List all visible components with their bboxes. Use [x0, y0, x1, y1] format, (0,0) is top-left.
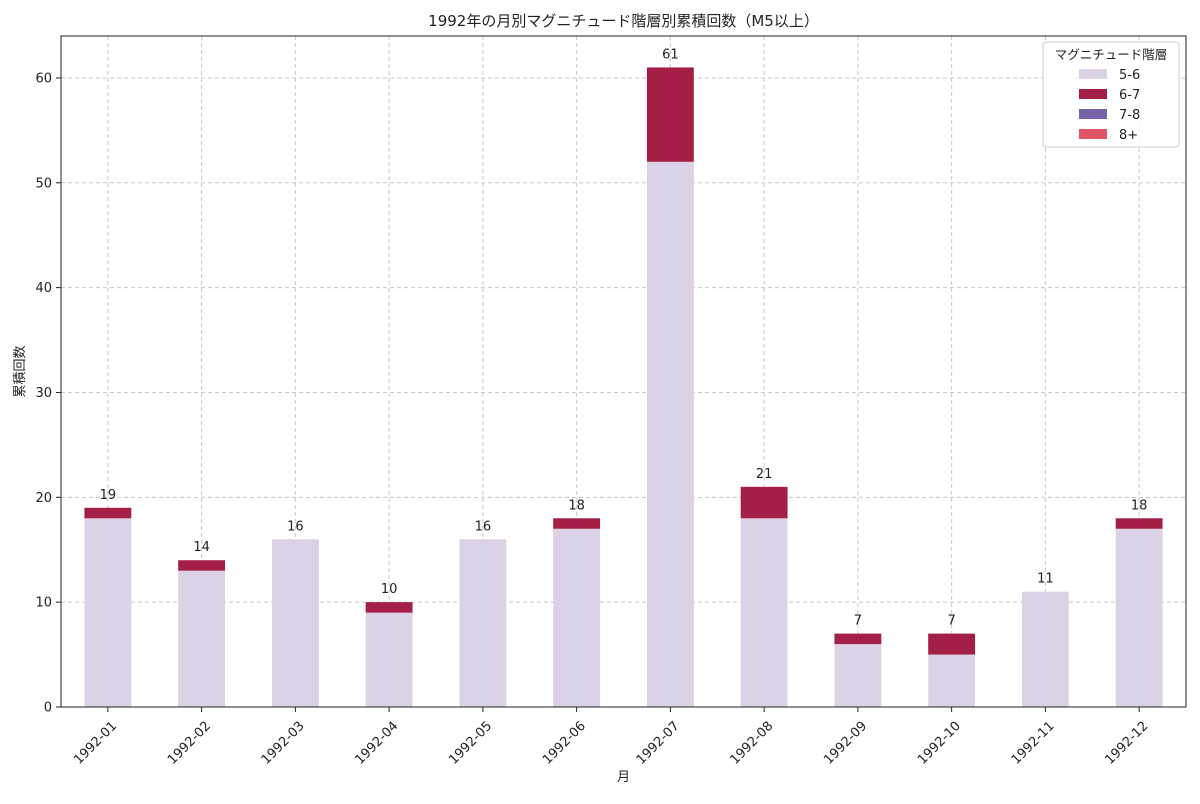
x-tick-label: 1992-08 — [727, 719, 776, 768]
bar-segment-6-7 — [740, 486, 788, 519]
legend-swatch-7-8 — [1079, 109, 1107, 119]
bar-total-label: 21 — [756, 467, 773, 482]
bar-total-label: 7 — [854, 614, 862, 629]
legend-title: マグニチュード階層 — [1055, 47, 1168, 62]
y-tick-label: 50 — [35, 176, 52, 191]
bar-segment-5-6 — [1021, 591, 1069, 707]
bar-segment-5-6 — [459, 539, 507, 707]
y-tick-label: 60 — [35, 71, 52, 86]
x-tick-label: 1992-12 — [1102, 719, 1151, 768]
bar-segment-5-6 — [1115, 528, 1163, 707]
legend-label-8+: 8+ — [1119, 128, 1138, 143]
bar-segment-5-6 — [834, 644, 882, 707]
legend-label-5-6: 5-6 — [1119, 68, 1140, 83]
legend-swatch-6-7 — [1079, 89, 1107, 99]
x-axis-label: 月 — [617, 770, 630, 785]
legend-swatch-8+ — [1079, 129, 1107, 139]
bar-segment-5-6 — [740, 518, 788, 707]
bar-total-label: 14 — [193, 540, 210, 555]
bar-segment-5-6 — [928, 654, 976, 707]
y-tick-label: 40 — [35, 281, 52, 296]
x-tick-label: 1992-07 — [634, 719, 683, 768]
chart-title: 1992年の月別マグニチュード階層別累積回数（M5以上） — [428, 12, 819, 30]
x-tick-label: 1992-09 — [821, 719, 870, 768]
bar-total-label: 18 — [1131, 498, 1148, 513]
bar-total-label: 16 — [287, 519, 304, 534]
bar-segment-6-7 — [84, 507, 132, 519]
bar-total-label: 16 — [475, 519, 492, 534]
bar-segment-5-6 — [84, 518, 132, 707]
y-tick-label: 20 — [35, 491, 52, 506]
x-tick-label: 1992-01 — [71, 719, 120, 768]
bar-total-label: 10 — [381, 582, 398, 597]
bar-segment-5-6 — [553, 528, 601, 707]
legend-label-7-8: 7-8 — [1119, 108, 1140, 123]
bar-segment-6-7 — [834, 633, 882, 645]
y-tick-label: 30 — [35, 386, 52, 401]
bar-segment-5-6 — [271, 539, 319, 707]
x-tick-label: 1992-10 — [915, 719, 964, 768]
y-axis-label: 累積回数 — [13, 345, 28, 397]
bar-segment-6-7 — [928, 633, 976, 655]
bar-segment-5-6 — [178, 570, 226, 707]
bar-total-label: 11 — [1037, 572, 1054, 587]
bar-total-label: 61 — [662, 47, 679, 62]
bar-segment-6-7 — [553, 518, 601, 529]
bar-segment-6-7 — [1115, 518, 1163, 529]
plot-frame — [60, 35, 1187, 708]
x-tick-label: 1992-04 — [352, 719, 401, 768]
bar-segment-6-7 — [178, 560, 226, 571]
y-tick-label: 0 — [44, 701, 52, 716]
legend-box — [1042, 41, 1180, 148]
legend-swatch-5-6 — [1079, 69, 1107, 79]
bar-total-label: 18 — [568, 498, 585, 513]
bar-segment-6-7 — [365, 602, 413, 613]
bar-segment-5-6 — [646, 161, 694, 707]
bar-total-label: 7 — [947, 614, 955, 629]
y-tick-label: 10 — [35, 596, 52, 611]
bar-total-label: 19 — [100, 488, 117, 503]
x-tick-label: 1992-03 — [259, 719, 308, 768]
x-tick-label: 1992-11 — [1009, 719, 1058, 768]
legend-label-6-7: 6-7 — [1119, 88, 1140, 103]
bar-segment-5-6 — [365, 612, 413, 707]
x-tick-label: 1992-02 — [165, 719, 214, 768]
x-tick-label: 1992-05 — [446, 719, 495, 768]
x-tick-label: 1992-06 — [540, 719, 589, 768]
bar-segment-6-7 — [646, 67, 694, 162]
